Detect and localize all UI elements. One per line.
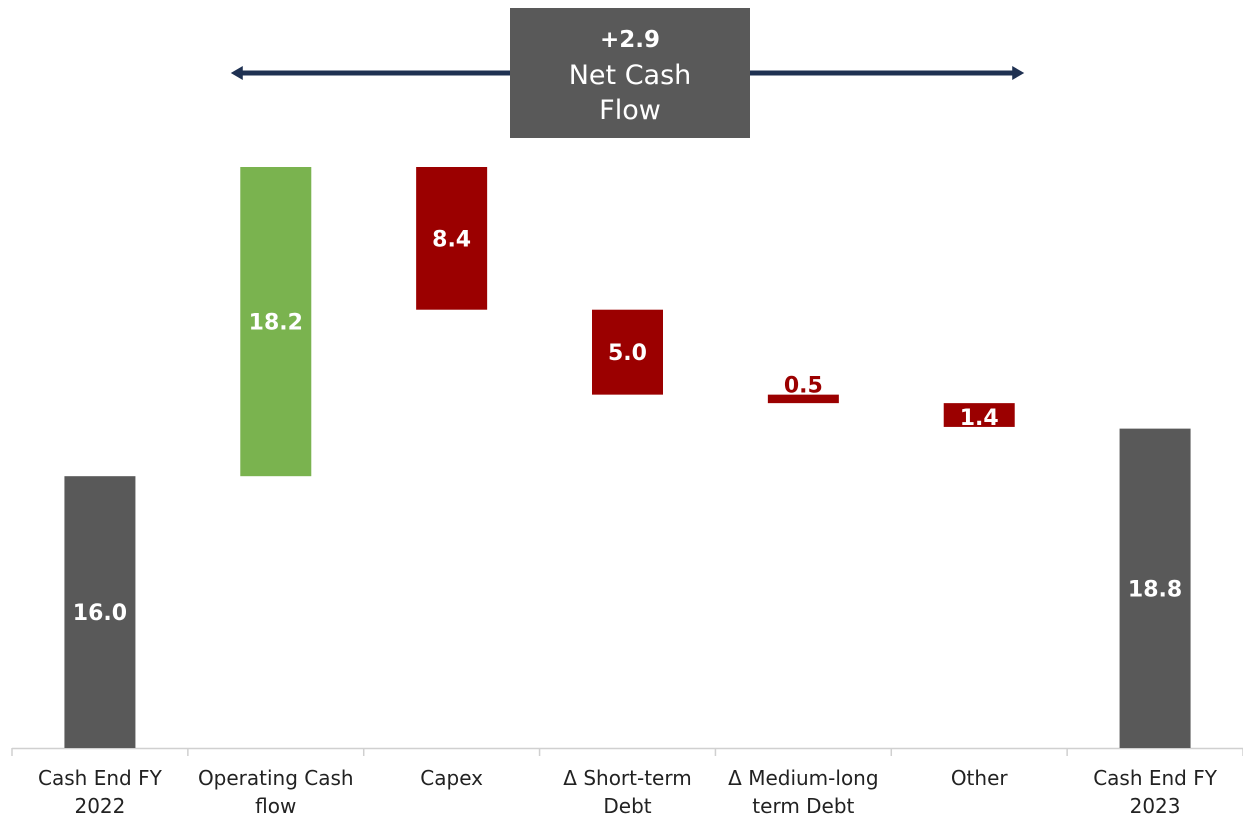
net-cash-flow-label-1: Flow bbox=[599, 95, 661, 126]
net-cash-flow-value: +2.9 bbox=[600, 27, 660, 53]
category-label-0-0: Cash End FY bbox=[38, 766, 163, 790]
category-label-1-1: flow bbox=[255, 794, 296, 818]
category-label-5-0: Other bbox=[951, 766, 1009, 790]
bar-value-label-6: 18.8 bbox=[1128, 577, 1182, 602]
bar-1 bbox=[240, 167, 312, 477]
net-cash-flow-label-0: Net Cash bbox=[569, 60, 692, 91]
category-label-2-0: Capex bbox=[420, 766, 483, 790]
bar-value-label-2: 8.4 bbox=[432, 227, 471, 252]
bar-2 bbox=[416, 167, 488, 310]
bar-0 bbox=[64, 476, 136, 748]
category-label-1-0: Operating Cash bbox=[198, 766, 354, 790]
arrow-head-left bbox=[230, 66, 243, 80]
category-label-4-1: term Debt bbox=[752, 794, 854, 818]
bar-value-label-3: 5.0 bbox=[608, 341, 647, 366]
bar-value-label-5: 1.4 bbox=[960, 406, 999, 431]
bar-4 bbox=[767, 394, 839, 404]
category-label-6-1: 2023 bbox=[1130, 794, 1181, 818]
bar-5 bbox=[943, 403, 1015, 427]
arrow-head-right bbox=[1012, 66, 1025, 80]
bar-6 bbox=[1119, 428, 1191, 748]
category-label-3-0: Δ Short-term bbox=[563, 766, 691, 790]
net-cash-flow-box bbox=[510, 8, 750, 138]
category-label-0-1: 2022 bbox=[74, 794, 125, 818]
bar-value-label-4: 0.5 bbox=[784, 374, 823, 399]
bar-3 bbox=[592, 309, 663, 395]
category-label-6-0: Cash End FY bbox=[1093, 766, 1218, 790]
bar-value-label-1: 18.2 bbox=[249, 311, 303, 336]
category-label-3-1: Debt bbox=[603, 794, 651, 818]
bar-value-label-0: 16.0 bbox=[73, 601, 127, 626]
category-label-4-0: Δ Medium-long bbox=[728, 766, 878, 790]
